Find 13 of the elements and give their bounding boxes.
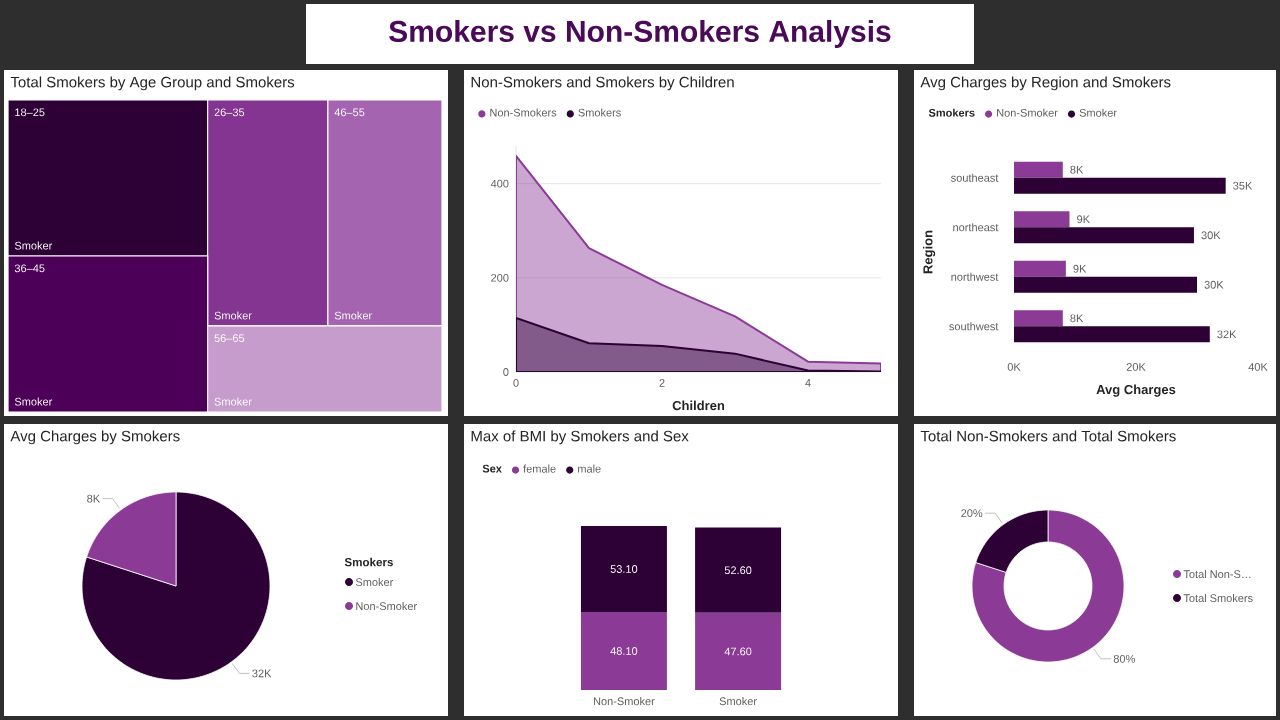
bar <box>1014 161 1063 178</box>
bar <box>695 527 782 613</box>
bar <box>1014 260 1066 277</box>
bar <box>695 612 782 690</box>
bar <box>1014 326 1210 343</box>
text: Smokers vs Non-Smokers Analysis <box>389 20 891 48</box>
bar <box>1014 177 1226 194</box>
bar <box>1014 211 1070 228</box>
bar <box>580 526 667 613</box>
bar <box>1014 276 1197 293</box>
bar <box>580 612 667 690</box>
bar <box>1014 227 1194 244</box>
bar <box>1014 310 1063 327</box>
